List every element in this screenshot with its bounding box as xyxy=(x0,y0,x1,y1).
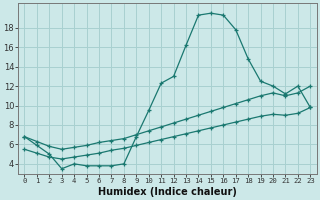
X-axis label: Humidex (Indice chaleur): Humidex (Indice chaleur) xyxy=(98,187,237,197)
